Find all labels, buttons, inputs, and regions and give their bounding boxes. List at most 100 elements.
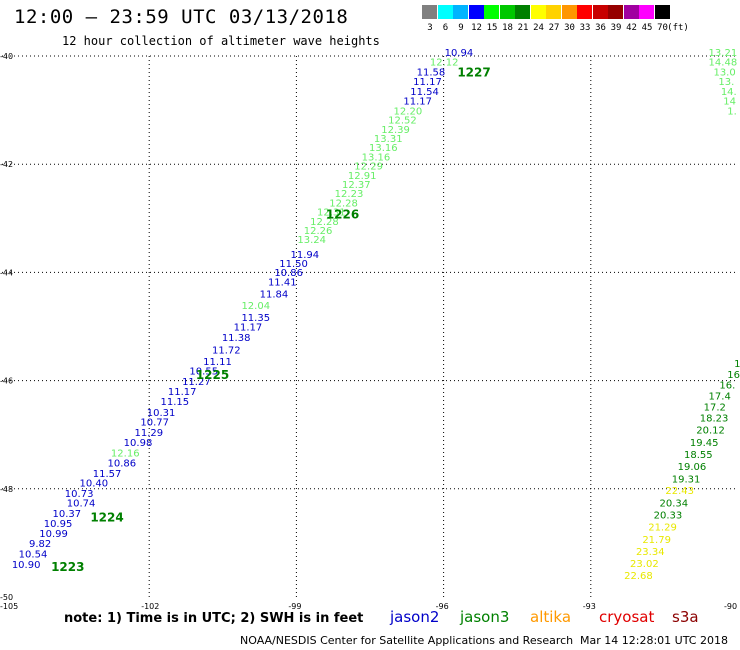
wave-height-value: 10.86: [107, 459, 136, 470]
legend-swatch: [654, 5, 670, 19]
wave-height-value: 12.29: [354, 162, 383, 173]
wave-height-value: 21.79: [642, 535, 671, 546]
legend-tick-label: 42: [626, 23, 637, 33]
wave-height-value: 20.34: [659, 499, 688, 510]
credit-text: NOAA/NESDIS Center for Satellite Applica…: [240, 634, 574, 647]
wave-height-value: 11.17: [168, 387, 197, 398]
wave-height-value: 12.26: [304, 226, 333, 237]
wave-height-value: 11.35: [241, 313, 270, 324]
wave-height-value: 12.12: [430, 58, 459, 69]
legend-tick-label: 15: [486, 23, 498, 33]
lat-tick-label: -40: [0, 52, 13, 61]
wave-height-value: 10.54: [19, 550, 48, 561]
legend-swatch: [608, 5, 623, 19]
wave-height-value: 14: [723, 97, 736, 108]
wave-height-value: 12.28: [329, 198, 358, 209]
legend-tick-label: 45: [641, 23, 653, 33]
wave-height-value: 11.50: [279, 259, 308, 270]
time-label: 1227: [457, 66, 490, 80]
wave-height-value: 11.15: [160, 397, 189, 408]
legend-swatch: [639, 5, 654, 19]
wave-height-value: 12.20: [394, 106, 423, 117]
time-label: 1224: [90, 510, 123, 524]
legend-tick-label: 6: [442, 23, 449, 33]
legend-jason2: jason2: [390, 608, 440, 626]
time-label: 1223: [51, 560, 84, 574]
lat-tick-label: -42: [0, 160, 13, 169]
legend-swatch: [422, 5, 437, 19]
wave-height-value: 18.55: [684, 450, 713, 461]
legend-swatch: [623, 5, 639, 19]
legend-swatch: [437, 5, 453, 19]
wave-height-value: 10.31: [147, 408, 176, 419]
lon-tick-label: -93: [583, 602, 596, 611]
legend-cryosat: cryosat: [599, 608, 655, 626]
lat-tick-label: -48: [0, 485, 13, 494]
wave-height-value: 9.82: [29, 539, 51, 550]
wave-height-value: 12.31: [317, 208, 346, 219]
legend-jason3: jason3: [460, 608, 510, 626]
wave-height-value: 11.94: [291, 250, 320, 261]
lat-tick-label: -44: [0, 268, 13, 277]
wave-height-value: 10.77: [140, 418, 169, 429]
wave-height-value: 10.73: [65, 489, 94, 500]
wave-height-value: 11.54: [410, 87, 439, 98]
wave-height-value: 12.28: [310, 217, 339, 228]
legend-tick-label: 27: [548, 23, 560, 33]
legend-tick-label: 33: [579, 23, 591, 33]
wave-height-value: 12.39: [381, 125, 410, 136]
wave-height-value: 13.16: [369, 143, 398, 154]
legend-tick-label: 70: [657, 23, 668, 33]
wave-height-value: 13.: [718, 77, 734, 88]
wave-height-value: 12.91: [348, 171, 377, 182]
wave-height-value: 12.16: [111, 448, 140, 459]
wave-height-value: 16: [727, 370, 740, 381]
wave-height-value: 10.98: [124, 438, 153, 449]
wave-height-value: 1.: [727, 106, 737, 117]
wave-height-value: 11.58: [417, 67, 446, 78]
wave-height-value: 10.55: [189, 367, 218, 378]
wave-height-value: 19.31: [672, 474, 701, 485]
wave-height-value: 17.4: [709, 392, 731, 403]
wave-height-value: 14.48: [709, 58, 738, 69]
lat-tick-label: -46: [0, 377, 13, 386]
wave-height-value: 11.38: [222, 333, 251, 344]
legend-swatch: [546, 5, 561, 19]
legend-swatch: [515, 5, 530, 19]
wave-height-value: 10.95: [44, 519, 73, 530]
wave-height-value: 20.33: [654, 511, 683, 522]
wave-height-value: 20.12: [696, 426, 725, 437]
time-label: 1226: [326, 207, 359, 221]
wave-height-value: 11.29: [134, 428, 163, 439]
wave-height-value: 10.94: [445, 48, 474, 59]
footer-note: note: 1) Time is in UTC; 2) SWH is in fe…: [64, 611, 364, 626]
wave-height-value: 14.: [721, 87, 737, 98]
wave-height-value: 11.84: [260, 289, 289, 300]
time-label: 1225: [196, 368, 229, 382]
wave-height-value: 16.: [719, 381, 735, 392]
wave-height-value: 11.17: [234, 322, 263, 333]
legend-tick-label: 3: [427, 23, 433, 33]
wave-height-value: 19.06: [678, 462, 707, 473]
legend-swatch: [592, 5, 608, 19]
wave-height-value: 12.52: [388, 116, 417, 127]
wave-height-value: 11.17: [403, 97, 432, 108]
wave-height-value: 11.17: [413, 77, 442, 88]
wave-height-value: 13.16: [362, 152, 391, 163]
wave-height-value: 12.23: [335, 189, 364, 200]
chart-subtitle: 12 hour collection of altimeter wave hei…: [62, 34, 380, 48]
lon-tick-label: -99: [288, 602, 301, 611]
wave-height-value: 11.27: [182, 377, 211, 388]
wave-height-value: 10.99: [39, 529, 68, 540]
legend-s3a: s3a: [672, 608, 699, 626]
wave-height-value: 22.68: [624, 571, 653, 582]
wave-height-value: 22.43: [665, 486, 694, 497]
wave-height-value: 19.45: [690, 438, 719, 449]
wave-height-value: 11.11: [203, 357, 232, 368]
wave-height-value: 21.29: [648, 522, 677, 533]
lon-tick-label: -96: [436, 602, 449, 611]
lon-tick-label: -105: [0, 602, 18, 611]
legend-swatch: [453, 5, 468, 19]
lat-tick-label: -50: [0, 593, 13, 602]
